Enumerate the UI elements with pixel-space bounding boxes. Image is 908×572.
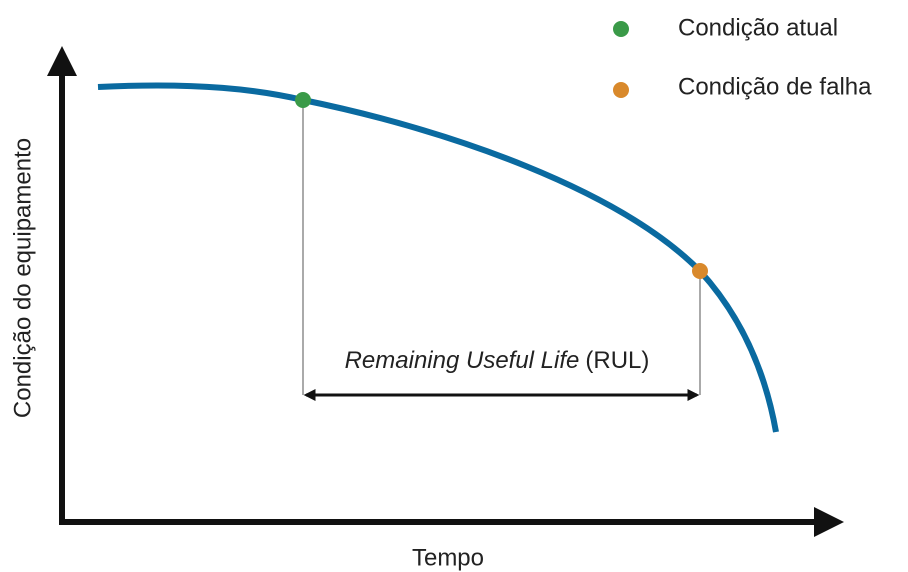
current-point xyxy=(295,92,311,108)
legend-label: Condição atual xyxy=(678,14,838,41)
rul-rest: (RUL) xyxy=(585,347,649,374)
rul-italic: Remaining Useful Life xyxy=(345,347,580,374)
legend-swatch xyxy=(613,82,629,98)
legend-swatch xyxy=(613,21,629,37)
failure-point xyxy=(692,263,708,279)
x-axis-label: Tempo xyxy=(412,544,484,571)
rul-label: Remaining Useful Life (RUL) xyxy=(345,347,650,374)
y-axis-label: Condição do equipamento xyxy=(9,138,36,418)
legend-label: Condição de falha xyxy=(678,73,872,100)
degradation-curve xyxy=(97,82,779,433)
